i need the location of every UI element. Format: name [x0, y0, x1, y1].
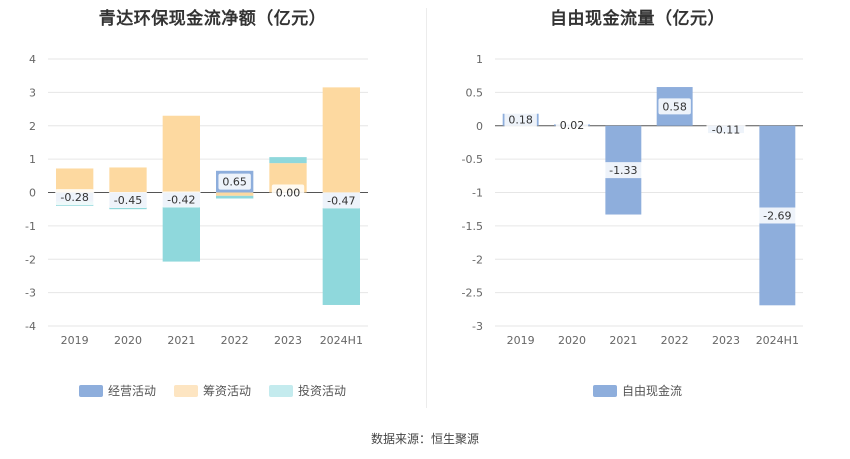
y-tick-label: 0	[476, 120, 483, 133]
x-tick-label: 2019	[61, 334, 89, 347]
x-tick-label: 2019	[507, 334, 535, 347]
x-tick-label: 2020	[558, 334, 586, 347]
y-tick-label: 3	[29, 86, 36, 99]
legend-label: 经营活动	[108, 382, 156, 399]
x-tick-label: 2024H1	[756, 334, 799, 347]
legend-label: 筹资活动	[203, 382, 251, 399]
bar-2	[56, 168, 93, 192]
chart-legend: 经营活动 筹资活动 投资活动	[0, 382, 425, 399]
data-label: -0.45	[114, 194, 142, 207]
data-label: -0.42	[167, 194, 195, 207]
y-tick-label: 2	[29, 120, 36, 133]
bar-3	[163, 207, 200, 262]
data-label: -0.28	[60, 191, 88, 204]
data-label: 0.00	[276, 187, 301, 200]
legend-label: 自由现金流	[622, 382, 682, 399]
data-label: 0.02	[560, 119, 585, 132]
y-tick-label: -2.5	[462, 287, 483, 300]
y-tick-label: -2	[472, 253, 483, 266]
legend-swatch	[174, 385, 198, 397]
data-label: 0.58	[662, 100, 687, 113]
y-tick-label: -1	[472, 187, 483, 200]
legend-item-financing[interactable]: 筹资活动	[174, 382, 251, 399]
y-tick-label: -4	[25, 320, 36, 333]
left-chart-panel: 青达环保现金流净额（亿元） 4 3 2 1 0 -1 -2 -3 -4 2019 2020 2021 2…	[0, 0, 425, 410]
bar-2	[163, 116, 200, 193]
y-tick-label: 1	[29, 153, 36, 166]
data-source: 数据来源：恒生聚源	[0, 430, 850, 447]
x-tick-label: 2023	[274, 334, 302, 347]
y-tick-label: -0.5	[462, 153, 483, 166]
y-tick-label: -3	[472, 320, 483, 333]
data-label: -1.33	[609, 164, 637, 177]
bar-2	[109, 167, 146, 192]
bar-2	[323, 87, 360, 192]
free-cash-flow-chart: 1 0.5 0 -0.5 -1 -1.5 -2 -2.5 -3 2019 2020 2021 2022 2…	[425, 0, 850, 380]
y-tick-label: 1	[476, 53, 483, 66]
y-tick-label: 0	[29, 187, 36, 200]
y-tick-label: 4	[29, 53, 36, 66]
x-tick-label: 2021	[167, 334, 195, 347]
x-tick-label: 2022	[661, 334, 689, 347]
data-label: -0.11	[712, 123, 740, 136]
x-tick-label: 2024H1	[320, 334, 363, 347]
legend-swatch	[79, 385, 103, 397]
right-chart-panel: 自由现金流量（亿元） 1 0.5 0 -0.5 -1 -1.5 -2 -2.5 -3 2019 20…	[425, 0, 850, 410]
x-tick-label: 2020	[114, 334, 142, 347]
y-tick-label: -3	[25, 287, 36, 300]
chart-legend: 自由现金流	[425, 382, 850, 399]
x-tick-label: 2023	[712, 334, 740, 347]
data-label: -2.69	[763, 210, 791, 223]
y-tick-label: -2	[25, 253, 36, 266]
legend-item-free-cash-flow[interactable]: 自由现金流	[593, 382, 682, 399]
bar-3	[269, 157, 306, 163]
data-label: -0.47	[327, 194, 355, 207]
y-tick-label: -1.5	[462, 220, 483, 233]
legend-swatch	[269, 385, 293, 397]
y-tick-label: -1	[25, 220, 36, 233]
y-tick-label: 0.5	[466, 86, 484, 99]
bar-2	[216, 193, 253, 196]
bar-3	[323, 208, 360, 305]
x-tick-label: 2022	[221, 334, 249, 347]
cash-flow-chart: 4 3 2 1 0 -1 -2 -3 -4 2019 2020 2021 2022 2023 2024H1 -…	[0, 0, 425, 380]
data-label: 0.18	[508, 114, 533, 127]
legend-item-investing[interactable]: 投资活动	[269, 382, 346, 399]
bar-3	[216, 196, 253, 199]
x-tick-label: 2021	[609, 334, 637, 347]
legend-item-operating[interactable]: 经营活动	[79, 382, 156, 399]
legend-swatch	[593, 385, 617, 397]
legend-label: 投资活动	[298, 382, 346, 399]
data-label: 0.65	[222, 176, 247, 189]
